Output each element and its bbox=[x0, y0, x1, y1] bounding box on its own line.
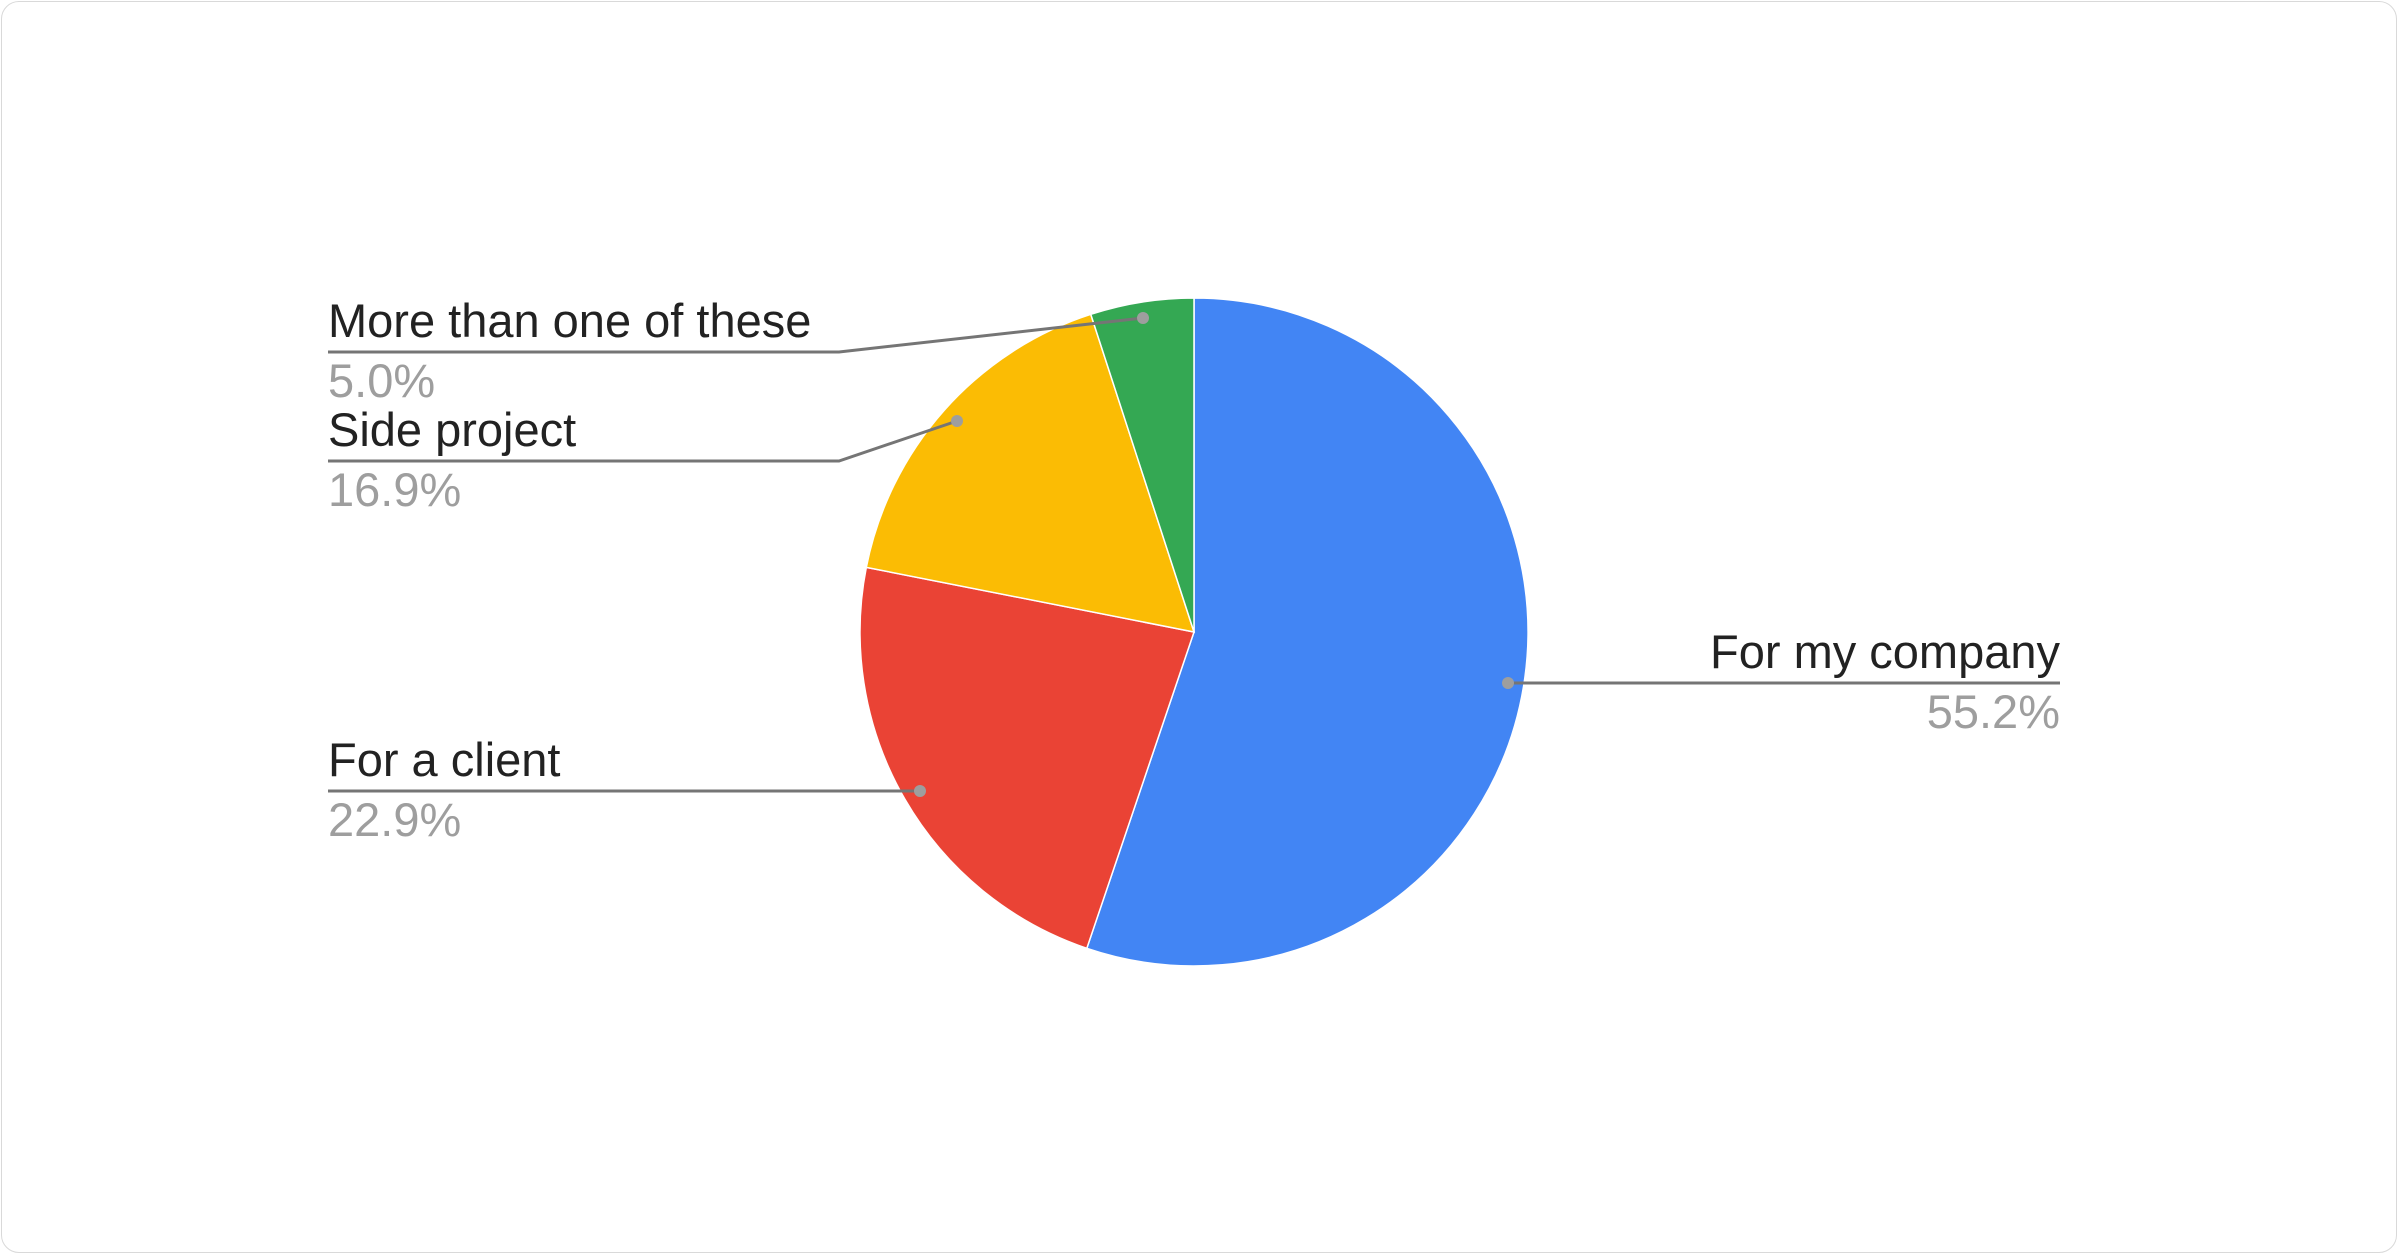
pie-slice-more-than-one-of-these bbox=[1089, 297, 1195, 633]
leader-line-more-than-one bbox=[328, 316, 1144, 354]
slice-label-for-my-company: For my company bbox=[1710, 625, 2060, 678]
leader-dot-for-my-company bbox=[1502, 677, 1514, 689]
pie-slices bbox=[859, 297, 1529, 967]
leader-dot-more-than-one bbox=[1137, 312, 1149, 324]
slice-label-side-project: Side project bbox=[328, 403, 576, 456]
slice-label-for-a-client: For a client bbox=[328, 733, 560, 786]
leader-dot-for-a-client bbox=[914, 785, 926, 797]
leader-line-side-project bbox=[328, 419, 958, 463]
slice-value-for-my-company: 55.2% bbox=[1927, 685, 2060, 738]
pie-slice-for-my-company bbox=[1085, 297, 1529, 967]
slice-value-for-a-client: 22.9% bbox=[328, 793, 461, 846]
slice-value-side-project: 16.9% bbox=[328, 463, 461, 516]
pie-slice-for-a-client bbox=[859, 566, 1195, 950]
slice-label-more-than-one: More than one of these bbox=[328, 294, 811, 347]
slice-value-more-than-one: 5.0% bbox=[328, 354, 435, 407]
leader-dot-side-project bbox=[951, 415, 963, 427]
